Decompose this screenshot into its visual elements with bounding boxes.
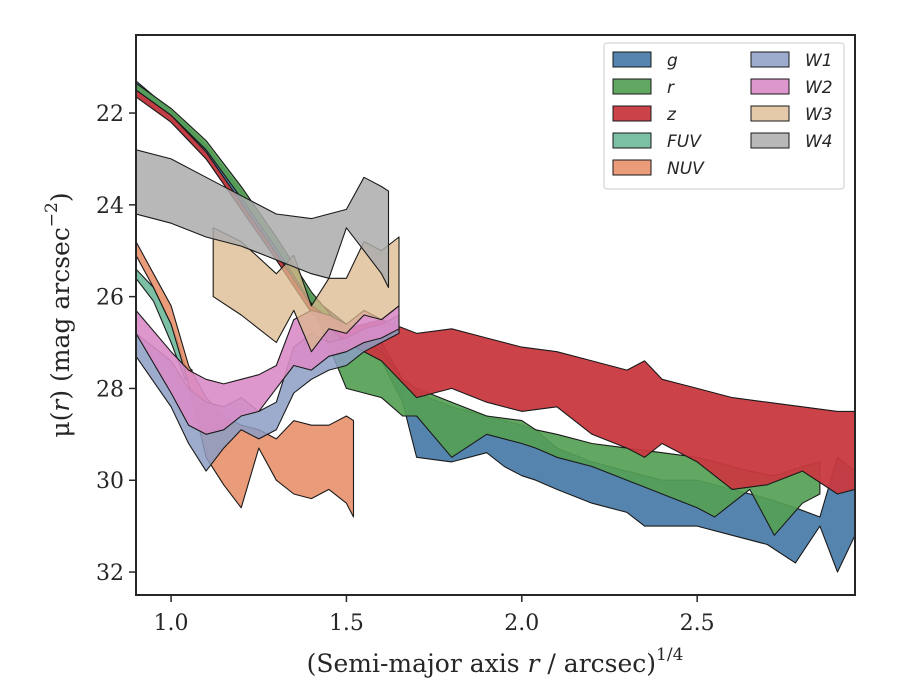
legend-label-g: g [667, 51, 678, 71]
legend-label-w2: W2 [805, 78, 833, 98]
series-band-w3 [212, 227, 400, 353]
legend-swatch-w2 [750, 78, 790, 95]
x-tick-label: 2.5 [680, 611, 715, 636]
legend-label-nuv: NUV [667, 159, 705, 179]
y-tick-label: 32 [96, 561, 124, 586]
legend-swatch-w1 [750, 51, 790, 68]
y-tick-label: 28 [96, 377, 124, 402]
legend: grz FUV NUV W1 W2 W3 W4 [603, 42, 845, 190]
x-tick-label: 1.5 [329, 611, 364, 636]
legend-swatch-nuv [612, 159, 652, 176]
series-layer [136, 80, 855, 573]
legend-label-z: z [666, 105, 677, 125]
legend-label-w3: W3 [805, 105, 833, 125]
series-band-w2 [136, 305, 400, 435]
x-axis-ticks: 1.0 1.5 2.0 2.5 [154, 595, 715, 636]
y-tick-label: 22 [96, 102, 124, 127]
x-axis-label: (Semi-major axis r / arcsec)1/4 [307, 645, 684, 678]
series-band-z [136, 89, 855, 495]
legend-swatch-r [612, 78, 652, 95]
y-tick-label: 26 [96, 286, 124, 311]
legend-swatch-w4 [750, 132, 790, 149]
x-tick-label: 1.0 [154, 611, 189, 636]
series-band-w4 [136, 149, 390, 289]
legend-swatch-z [612, 105, 652, 122]
legend-swatch-g [612, 51, 652, 68]
y-axis-ticks: 22 24 26 28 30 32 [96, 102, 136, 586]
legend-label-r: r [667, 78, 675, 98]
x-tick-label: 2.0 [504, 611, 539, 636]
y-tick-label: 24 [96, 194, 124, 219]
y-axis-label: μ(r) (mag arcsec−2) [42, 192, 75, 437]
legend-label-w4: W4 [805, 132, 833, 152]
y-tick-label: 30 [96, 469, 124, 494]
legend-swatch-w3 [750, 105, 790, 122]
legend-swatch-fuv [612, 132, 652, 149]
legend-label-fuv: FUV [667, 132, 702, 152]
legend-label-w1: W1 [805, 51, 833, 71]
plot-frame [135, 34, 856, 596]
